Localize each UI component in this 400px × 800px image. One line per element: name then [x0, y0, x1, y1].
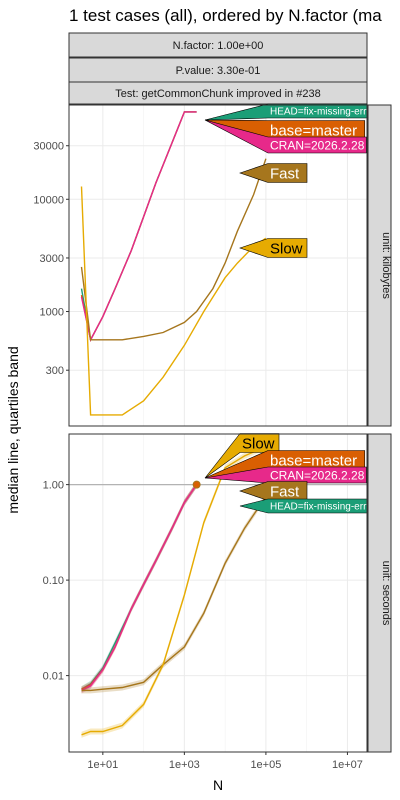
direct-label-text: CRAN=2026.2.28	[270, 468, 365, 482]
top-strip-1: N.factor: 1.00e+00	[68, 32, 368, 58]
series-band-cran-2026-2-28	[81, 481, 197, 694]
direct-label-base-master: base=master	[204, 119, 366, 140]
direct-label-text: Fast	[270, 483, 300, 500]
direct-label-text: base=master	[270, 122, 357, 139]
direct-label-text: Fast	[270, 165, 300, 182]
y-tick-label: 3000	[40, 253, 64, 265]
right-strip-box	[367, 104, 392, 427]
direct-label-fast: Fast	[239, 163, 308, 183]
right-strip-unit-kilobytes: unit: kilobytes	[367, 104, 392, 427]
panel-border	[68, 433, 368, 753]
direct-label-head-fix-missing-err: HEAD=fix-missing-err	[239, 498, 368, 514]
direct-label-text: HEAD=fix-missing-err	[270, 107, 367, 118]
y-tick-label: 1000	[40, 307, 64, 319]
strip-p-value: P.value: 3.30e-01	[176, 65, 261, 77]
direct-label-box	[204, 466, 367, 484]
panel-unit-kilobytes: HEAD=fix-missing-err base=masterCRAN=2026…	[33, 103, 392, 427]
direct-label-text: Slow	[270, 240, 303, 257]
y-tick-label: 1.00	[43, 480, 64, 492]
series-band-head-fix-missing-err	[81, 481, 197, 693]
direct-label-cran-2026-2-28: CRAN=2026.2.28	[204, 119, 367, 154]
right-strip-box	[367, 433, 392, 753]
right-strip-unit-seconds: unit: seconds	[367, 433, 392, 753]
panel-border	[68, 104, 368, 427]
series-line-fast	[80, 158, 267, 341]
direct-label-slow: Slow	[239, 238, 308, 258]
x-tick-label: 1e+05	[250, 759, 281, 771]
series-line-cran-2026-2-28	[81, 484, 198, 692]
strip-n-factor: N.factor: 1.00e+00	[173, 40, 264, 52]
direct-label-slow: Slow	[204, 433, 280, 479]
strip-test: Test: getCommonChunk improved in #238	[115, 88, 320, 100]
direct-label-box	[239, 163, 308, 183]
y-tick-label: 0.01	[43, 671, 64, 683]
direct-label-cran-2026-2-28: CRAN=2026.2.28	[204, 466, 367, 484]
y-axis-label: median line, quartiles band	[5, 346, 21, 513]
convergence-point	[192, 480, 201, 489]
top-strip-2: P.value: 3.30e-01	[68, 57, 368, 83]
x-tick-label: 1e+07	[332, 759, 363, 771]
direct-label-box	[204, 119, 367, 154]
series-line-cran-2026-2-28	[80, 111, 197, 342]
direct-label-text: base=master	[270, 452, 357, 469]
chart-title: 1 test cases (all), ordered by N.factor …	[69, 6, 382, 25]
right-strip-label: unit: seconds	[380, 561, 392, 626]
x-tick-label: 1e+01	[87, 759, 118, 771]
series-line-slow	[80, 186, 267, 416]
series-band-base-master	[81, 481, 197, 693]
direct-label-box	[204, 433, 280, 479]
y-tick-label: 300	[46, 365, 64, 377]
direct-label-text: CRAN=2026.2.28	[270, 138, 365, 152]
direct-label-fast: Fast	[239, 481, 308, 501]
y-tick-label: 0.10	[43, 575, 64, 587]
panels: HEAD=fix-missing-errbase=masterCRAN=2026…	[33, 103, 392, 771]
top-strip-3: Test: getCommonChunk improved in #238	[68, 81, 368, 105]
series-line-slow	[81, 445, 267, 736]
y-tick-label: 30000	[33, 141, 64, 153]
right-strip-label: unit: kilobytes	[380, 232, 392, 299]
direct-label-text: HEAD=fix-missing-err	[270, 502, 367, 513]
direct-label-text: Slow	[242, 435, 275, 452]
direct-label-box	[239, 481, 308, 501]
series-band-fast	[81, 493, 266, 694]
y-tick-label: 10000	[33, 194, 64, 206]
x-tick-label: 1e+03	[169, 759, 200, 771]
direct-label-box	[239, 238, 308, 258]
x-axis-label: N	[213, 777, 223, 793]
panel-background	[69, 105, 367, 426]
